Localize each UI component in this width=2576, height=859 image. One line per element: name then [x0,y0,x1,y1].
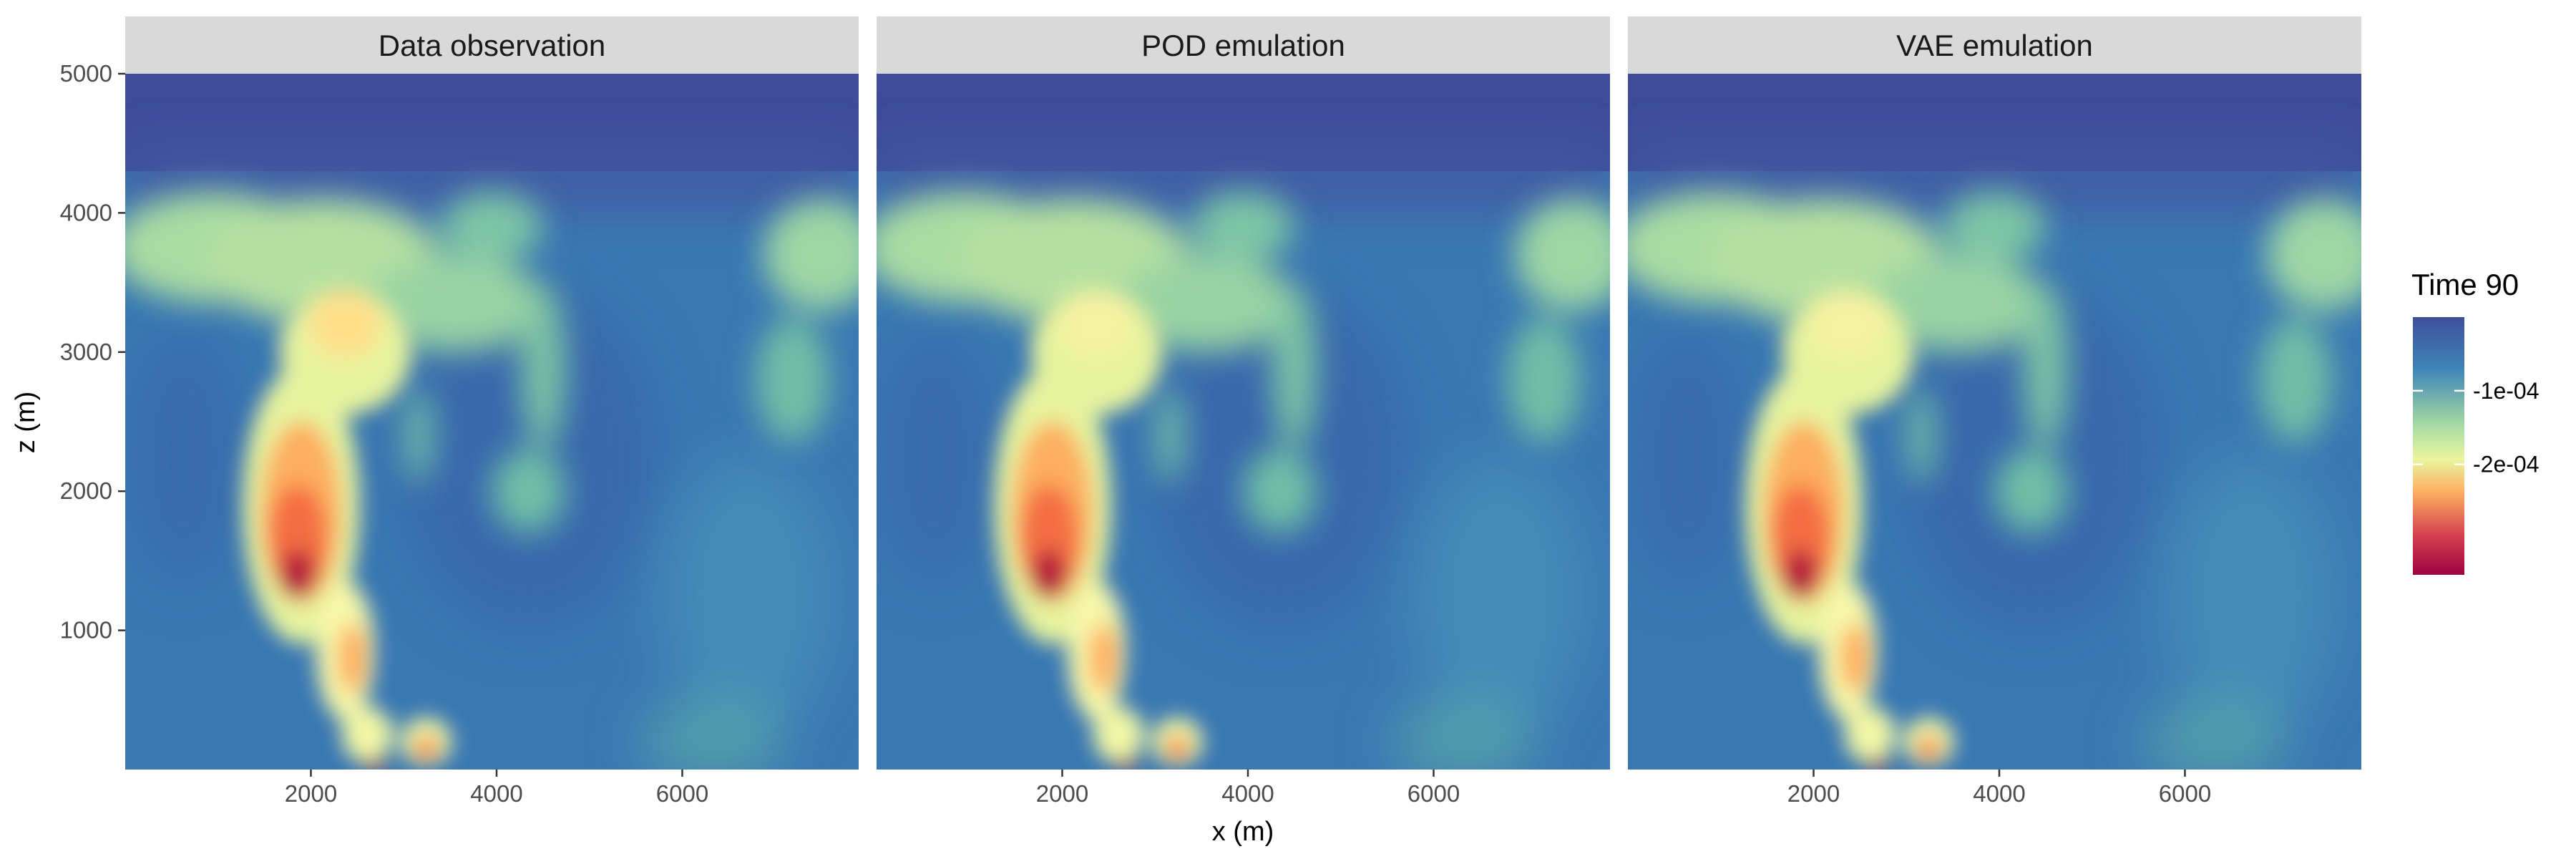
y-tick-label: 2000 [60,477,112,504]
y-tick-label: 4000 [60,199,112,225]
y-axis-title: z (m) [11,392,41,454]
x-tick-label: 2000 [285,780,337,807]
panel-3: VAE emulation [1628,16,2361,770]
panel-title: VAE emulation [1896,29,2093,62]
y-axis: 1000 2000 3000 4000 5000 [60,60,125,644]
legend-tick-label: -2e-04 [2473,452,2540,477]
x-tick-label: 6000 [656,780,708,807]
x-tick-label: 2000 [1787,780,1840,807]
heatmap-field [125,74,859,770]
x-tick-label: 6000 [1407,780,1460,807]
y-tick-label: 1000 [60,617,112,644]
x-axis-title: x (m) [1212,817,1274,847]
x-tick-label: 4000 [1221,780,1274,807]
panels: Data observation POD emulation VAE emulati… [125,16,2361,770]
panel-title: POD emulation [1141,29,1345,62]
y-tick-label: 5000 [60,60,112,87]
heatmap-field [877,74,1610,770]
legend-colorbar [2413,317,2464,575]
x-axes: 2000 4000 6000 2000 4000 6000 2000 4000 6000 [285,770,2211,807]
heatmap-field [1628,74,2361,770]
x-tick-label: 2000 [1036,780,1088,807]
legend-title: Time 90 [2411,268,2519,301]
panel-strip [125,16,859,74]
x-tick-label: 4000 [1973,780,2025,807]
legend-tick-label: -1e-04 [2473,378,2540,404]
panel-strip [877,16,1610,74]
y-tick-label: 3000 [60,339,112,365]
panel-1: Data observation [125,16,859,770]
x-tick-label: 4000 [470,780,522,807]
panel-strip [1628,16,2361,74]
legend-ticks: -1e-04 -2e-04 [2413,378,2540,477]
legend: Time 90 -1e-04 -2e-04 [2411,268,2540,575]
panel-title: Data observation [379,29,606,62]
x-tick-label: 6000 [2159,780,2211,807]
panel-2: POD emulation [877,16,1610,770]
